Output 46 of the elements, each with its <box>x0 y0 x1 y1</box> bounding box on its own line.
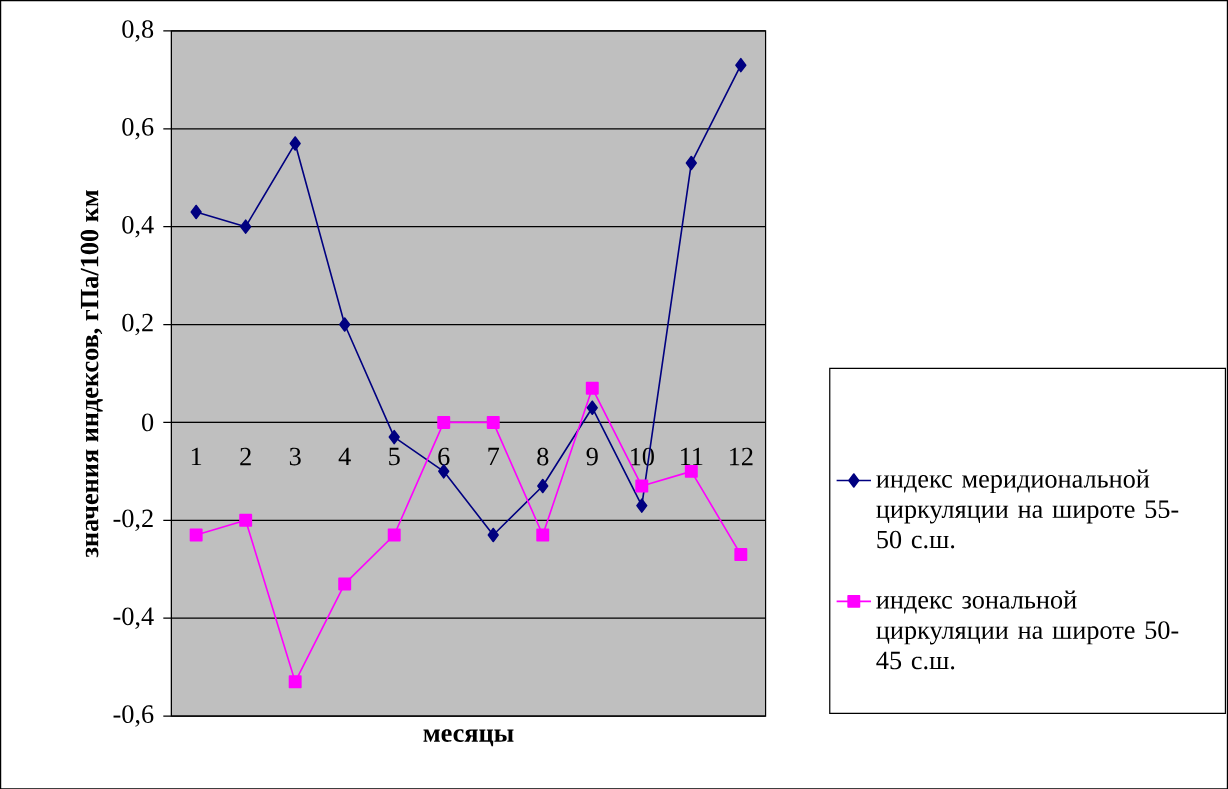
point <box>684 464 698 478</box>
y-tick-label: 0,4 <box>122 215 154 238</box>
x-tick-label: 2 <box>240 447 251 465</box>
point <box>685 155 697 171</box>
x-tick-label: 12 <box>730 447 753 465</box>
x-tick-label: 5 <box>389 447 400 465</box>
point <box>536 528 550 542</box>
point <box>636 498 648 513</box>
point <box>735 57 747 73</box>
point <box>288 675 302 689</box>
point <box>387 528 401 542</box>
y-tick-label: 0 <box>142 413 154 432</box>
x-axis-title: месяцы <box>423 729 514 747</box>
point <box>486 415 500 429</box>
point <box>487 527 499 543</box>
point <box>437 415 451 429</box>
y-axis-title: значения индексов, гПа/100 км <box>80 189 103 558</box>
point <box>339 317 351 332</box>
point <box>586 400 598 415</box>
point <box>388 429 400 445</box>
y-tick-label: 0,6 <box>122 117 154 140</box>
point <box>537 478 549 494</box>
x-tick-label: 1 <box>191 447 202 465</box>
legend-label: индекс зональной циркуляции на широте 50-45 с.ш. <box>876 590 1179 670</box>
y-tick-label: 0,2 <box>122 313 153 336</box>
point <box>239 513 253 527</box>
x-tick-label: 6 <box>438 447 450 466</box>
y-tick-label: 0,8 <box>122 19 154 42</box>
x-tick-label: 11 <box>680 447 703 465</box>
point <box>338 577 352 591</box>
point <box>190 204 202 220</box>
x-tick-label: 9 <box>586 447 598 466</box>
point <box>734 547 748 561</box>
x-tick-label: 8 <box>537 447 549 466</box>
y-tick-label: -0,6 <box>113 705 154 727</box>
x-tick-label: 7 <box>488 447 500 465</box>
point <box>189 528 203 542</box>
point <box>289 135 301 151</box>
x-tick-label: 4 <box>338 447 351 465</box>
y-tick-label: -0,4 <box>113 607 154 629</box>
legend-label: индекс меридиональной циркуляции на широте 55-50 с.ш. <box>876 469 1179 549</box>
point <box>585 381 599 395</box>
point <box>635 479 649 493</box>
point <box>240 219 252 234</box>
x-tick-label: 3 <box>289 447 301 466</box>
y-tick-label: -0,2 <box>113 509 153 531</box>
